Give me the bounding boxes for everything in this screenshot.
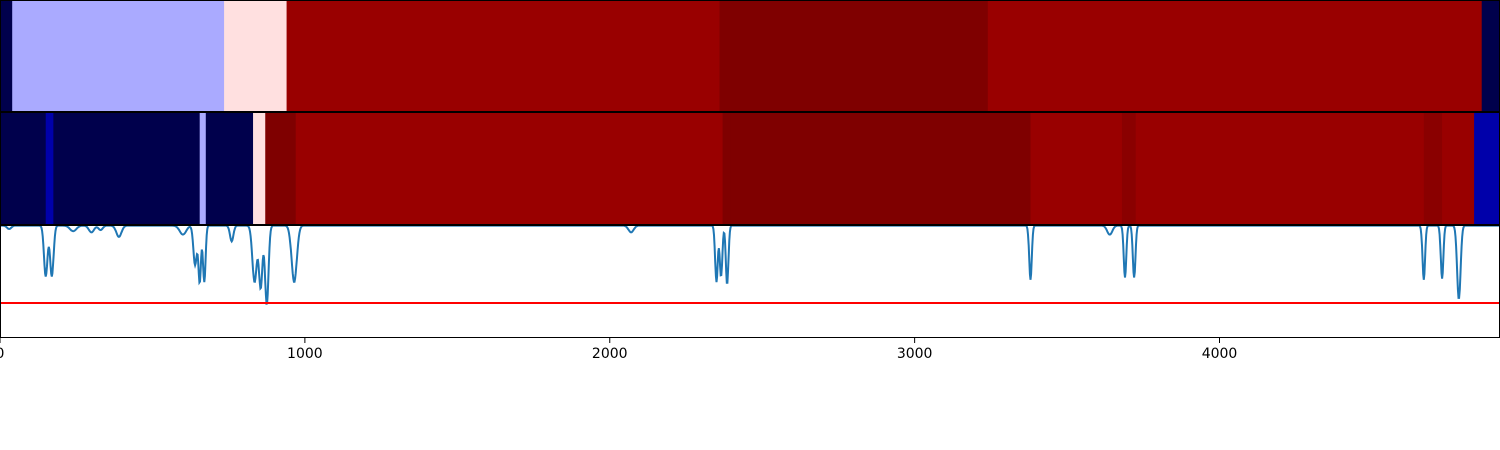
heatmap-middle-segment-1	[45, 112, 54, 225]
heatmap-top-segment-6	[1481, 0, 1500, 112]
heatmap-middle-segment-6	[265, 112, 297, 225]
heatmap-middle-segment-7	[295, 112, 724, 225]
heatmap-middle-segment-13	[1423, 112, 1443, 225]
heatmap-middle-segment-9	[730, 112, 1032, 225]
heatmap-middle-segment-3	[199, 112, 207, 225]
heatmap-top-segment-0	[0, 0, 13, 112]
heatmap-top-segment-4	[719, 0, 989, 112]
heatmap-middle-panel	[0, 112, 1500, 225]
heatmap-top-panel	[0, 0, 1500, 112]
x-axis: 0 1000 2000 3000 4000	[0, 338, 1237, 362]
x-tick-label-3: 3000	[897, 346, 933, 362]
heatmap-middle-segment-2	[53, 112, 201, 225]
heatmap-middle-segment-15	[1474, 112, 1500, 225]
x-tick-label-2: 2000	[592, 346, 628, 362]
line-plot-panel	[0, 224, 1500, 338]
heatmap-top-segment-2	[224, 0, 288, 112]
heatmap-middle-segment-5	[253, 112, 266, 225]
line-plot-background	[0, 225, 1500, 338]
heatmap-top-segment-1	[12, 0, 225, 112]
heatmap-middle-segment-14	[1442, 112, 1475, 225]
heatmap-middle-segment-0	[0, 112, 47, 225]
x-tick-label-4: 4000	[1202, 346, 1238, 362]
heatmap-top-segment-3	[286, 0, 721, 112]
x-tick-label-0: 0	[0, 346, 4, 362]
heatmap-middle-segment-10	[1030, 112, 1123, 225]
heatmap-middle-segment-11	[1121, 112, 1137, 225]
heatmap-middle-segment-4	[205, 112, 254, 225]
heatmap-middle-segment-8	[722, 112, 731, 225]
heatmap-top-segment-5	[987, 0, 1483, 112]
heatmap-middle-segment-12	[1135, 112, 1425, 225]
x-tick-label-1: 1000	[287, 346, 323, 362]
